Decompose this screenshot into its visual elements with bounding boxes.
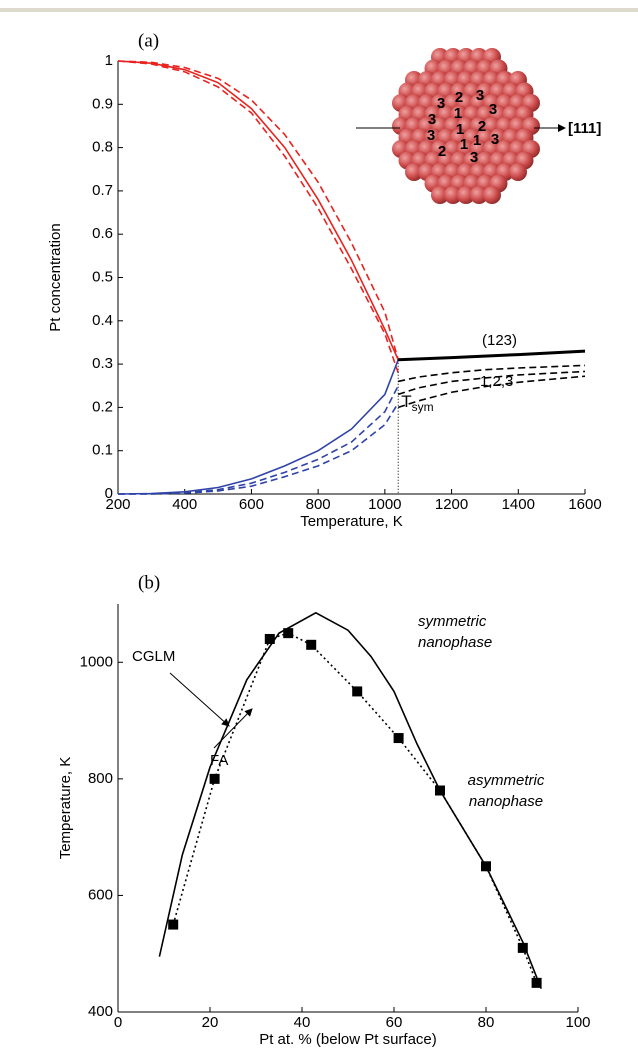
y-axis-label: Temperature, K (57, 757, 74, 860)
label-arrow (169, 672, 230, 727)
region-label: nanophase (469, 793, 543, 810)
inset-label: 1 (473, 132, 481, 149)
series-line (118, 385, 399, 495)
point-marker (264, 633, 275, 644)
y-tick-label: 0.7 (92, 182, 113, 199)
series-label: (123) (482, 332, 517, 349)
x-tick-label: 1400 (502, 496, 535, 513)
region-label: symmetric (418, 613, 487, 630)
x-axis-label: Pt at. % (below Pt surface) (259, 1031, 437, 1048)
y-tick-label: 800 (88, 770, 113, 787)
point-marker (517, 942, 528, 953)
series-label: FA (210, 752, 228, 769)
y-tick-label: 0.2 (92, 398, 113, 415)
inset-axis-label: [111] (568, 120, 601, 137)
x-tick-label: 600 (239, 496, 264, 513)
panel-label: (a) (138, 30, 159, 51)
series-line (397, 370, 586, 396)
x-tick-label: 1600 (568, 496, 601, 513)
tsym-sub: sym (412, 400, 434, 414)
series-label: CGLM (132, 648, 175, 665)
tsym-main: T (401, 392, 411, 411)
atom (470, 186, 488, 204)
label-arrow (213, 708, 253, 749)
point-marker (435, 785, 445, 796)
series-line (117, 60, 399, 361)
atom (483, 186, 501, 204)
point-marker (393, 733, 404, 744)
x-tick-label: 100 (565, 1014, 590, 1031)
inset-label: 3 (491, 131, 499, 148)
x-tick-label: 1000 (368, 496, 401, 513)
x-tick-label: 200 (105, 496, 130, 513)
x-tick-label: 80 (478, 1014, 495, 1031)
point-marker (531, 977, 542, 988)
inset-label: 3 (489, 101, 497, 118)
series-line (398, 349, 586, 362)
top-rule (0, 8, 638, 12)
point-marker (352, 686, 363, 697)
inset-label: 3 (437, 95, 445, 112)
y-tick-label: 0.9 (92, 95, 113, 112)
point-marker (481, 861, 491, 872)
inset-label: 3 (476, 87, 484, 104)
y-tick-label: 1000 (80, 653, 113, 670)
series-line (117, 60, 399, 360)
inset-label: 3 (428, 111, 436, 128)
panel-label: (b) (138, 572, 160, 593)
atom (405, 163, 423, 181)
point-marker (168, 919, 179, 930)
y-tick-label: 0 (105, 485, 113, 502)
y-tick-label: 0.4 (92, 312, 113, 329)
series-line (117, 60, 399, 374)
series-line (118, 402, 399, 495)
inset (392, 48, 540, 204)
inset-label: 1 (454, 105, 462, 122)
point-marker (306, 639, 317, 650)
series-line (117, 359, 399, 495)
region-label: asymmetric (468, 772, 545, 789)
point-marker (209, 773, 220, 784)
inset-label: 3 (427, 127, 435, 144)
atom (509, 163, 527, 181)
y-tick-label: 0.6 (92, 225, 113, 242)
inset-label: 1 (460, 136, 468, 153)
y-tick-label: 0.3 (92, 355, 113, 372)
x-tick-label: 1200 (435, 496, 468, 513)
region-label: nanophase (418, 634, 492, 651)
y-tick-label: 0.8 (92, 139, 113, 156)
tsym-label: Tsym (401, 392, 433, 414)
x-tick-label: 800 (306, 496, 331, 513)
x-tick-label: 20 (202, 1014, 219, 1031)
inset-label: 2 (455, 89, 463, 106)
point-marker (283, 628, 294, 639)
x-tick-label: 0 (114, 1014, 122, 1031)
inset-label: 1 (456, 121, 464, 138)
inset-label: 3 (470, 149, 478, 166)
series-line (398, 364, 586, 383)
atom (431, 186, 449, 204)
series-label: 1,2,3 (480, 373, 513, 390)
y-tick-label: 400 (88, 1003, 113, 1020)
y-tick-label: 1 (105, 52, 113, 69)
x-tick-label: 60 (386, 1014, 403, 1031)
inset-label: 2 (478, 118, 486, 135)
atom (444, 186, 462, 204)
series-line (172, 632, 538, 984)
atom (457, 186, 475, 204)
y-tick-label: 600 (88, 886, 113, 903)
y-tick-label: 0.1 (92, 442, 113, 459)
inset-label: 2 (438, 143, 446, 160)
x-tick-label: 400 (172, 496, 197, 513)
x-axis-label: Temperature, K (300, 513, 403, 530)
x-tick-label: 40 (294, 1014, 311, 1031)
series-line (397, 375, 586, 409)
y-axis-label: Pt concentration (47, 223, 64, 331)
y-tick-label: 0.5 (92, 268, 113, 285)
